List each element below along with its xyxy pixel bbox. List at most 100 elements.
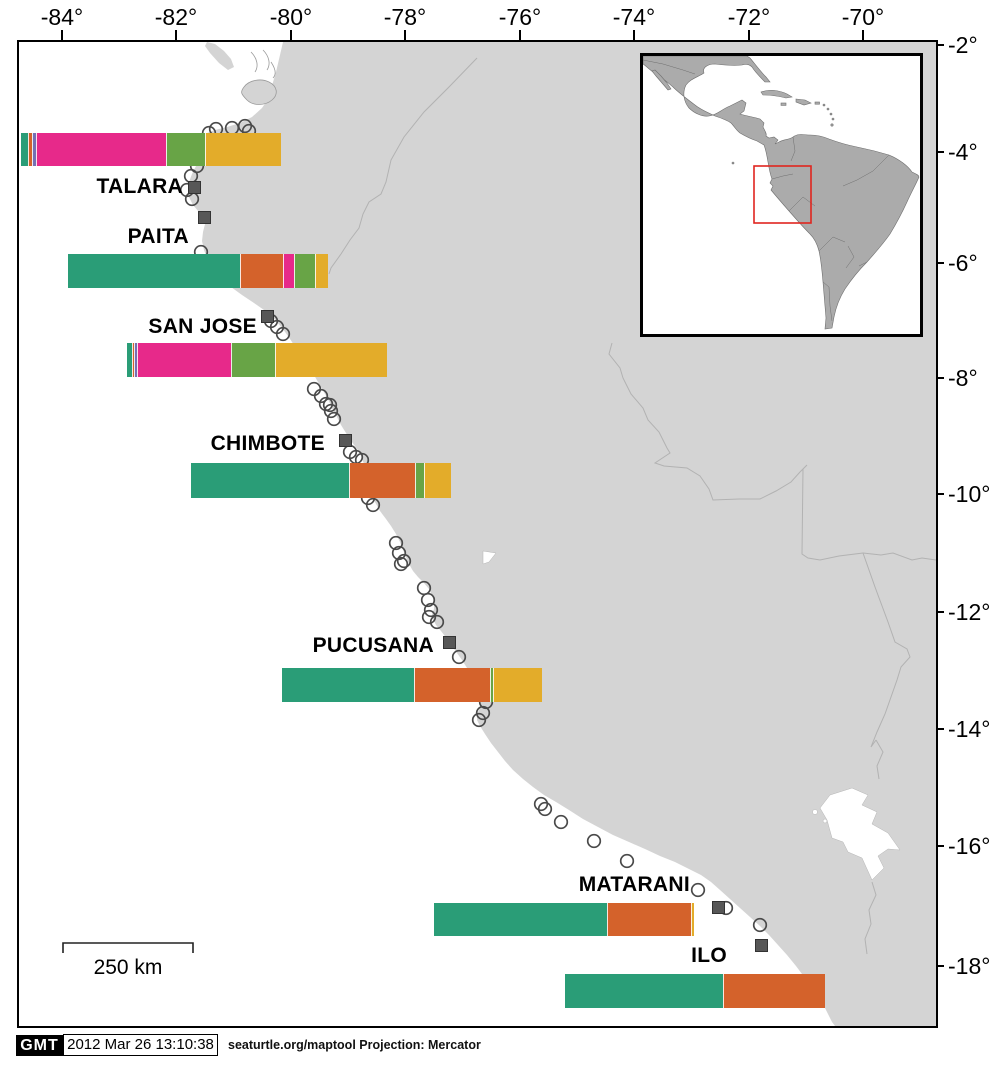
inset-americas bbox=[642, 55, 920, 330]
record-circle bbox=[471, 712, 487, 728]
bar-segment-orange bbox=[132, 343, 134, 377]
axis-tick-right bbox=[936, 377, 944, 379]
bar-segment-orange bbox=[414, 668, 490, 702]
axis-label-longitude: -82° bbox=[154, 4, 198, 30]
jamaica bbox=[780, 102, 787, 106]
port-square-marker bbox=[442, 635, 456, 649]
bar-segment-teal bbox=[565, 974, 723, 1008]
axis-tick-right bbox=[936, 493, 944, 495]
axis-label-latitude: -16° bbox=[948, 833, 991, 859]
record-circle bbox=[421, 609, 437, 625]
axis-label-longitude: -76° bbox=[498, 4, 542, 30]
axis-tick-right bbox=[936, 151, 944, 153]
record-circle bbox=[451, 649, 467, 665]
axis-label-longitude: -70° bbox=[841, 4, 885, 30]
record-circle bbox=[393, 556, 409, 572]
port-label: PAITA bbox=[127, 225, 189, 248]
axis-label-latitude: -10° bbox=[948, 481, 991, 507]
port-bar-talara bbox=[21, 133, 281, 166]
small-lake bbox=[822, 818, 828, 824]
axis-label-latitude: -6° bbox=[948, 250, 978, 276]
bar-segment-teal bbox=[127, 343, 132, 377]
axis-label-longitude: -78° bbox=[383, 4, 427, 30]
small-lake bbox=[812, 809, 818, 815]
record-circle bbox=[313, 388, 329, 404]
axis-tick-right bbox=[936, 845, 944, 847]
axis-label-latitude: -8° bbox=[948, 365, 978, 391]
bar-segment-gold bbox=[275, 343, 387, 377]
record-circle bbox=[391, 545, 407, 561]
bar-segment-gold bbox=[205, 133, 281, 166]
credit-text: seaturtle.org/maptool Projection: Mercat… bbox=[228, 1038, 481, 1052]
axis-tick-top bbox=[633, 30, 635, 40]
record-circle bbox=[690, 882, 706, 898]
gmt-logo: GMT bbox=[16, 1035, 63, 1056]
antilles-island bbox=[822, 103, 826, 107]
bar-segment-gold bbox=[493, 668, 542, 702]
axis-tick-right bbox=[936, 611, 944, 613]
port-bar-paita bbox=[68, 254, 328, 288]
bar-segment-purple bbox=[32, 133, 36, 166]
record-circle bbox=[752, 917, 768, 933]
record-circle bbox=[396, 553, 412, 569]
record-circle bbox=[586, 833, 602, 849]
record-circle bbox=[537, 801, 553, 817]
puerto-rico bbox=[814, 101, 820, 105]
coastal-notch bbox=[482, 550, 497, 565]
axis-tick-right bbox=[936, 262, 944, 264]
axis-tick-right bbox=[936, 44, 944, 46]
scale-bar-label: 250 km bbox=[93, 956, 163, 979]
record-circle-layer bbox=[179, 118, 768, 933]
interior-border-north bbox=[328, 57, 478, 275]
port-bar-chimbote bbox=[191, 463, 451, 498]
main-map: 250 km bbox=[17, 40, 938, 1028]
port-label: SAN JOSE bbox=[148, 315, 257, 338]
axis-label-latitude: -18° bbox=[948, 953, 991, 979]
bar-segment-purple bbox=[134, 343, 137, 377]
antilles-island bbox=[831, 117, 835, 121]
port-bar-san-jose bbox=[127, 343, 387, 377]
axis-label-latitude: -12° bbox=[948, 599, 991, 625]
port-bar-pucusana bbox=[282, 668, 542, 702]
bar-segment-green bbox=[294, 254, 315, 288]
bar-segment-orange bbox=[349, 463, 415, 498]
port-label: TALARA bbox=[96, 175, 183, 198]
record-circle bbox=[306, 381, 322, 397]
bar-segment-orange bbox=[28, 133, 32, 166]
record-circle bbox=[416, 580, 432, 596]
antilles-island bbox=[830, 123, 834, 127]
guayaquil-peninsula bbox=[205, 42, 234, 70]
interior-border-southeast bbox=[862, 552, 911, 955]
bar-segment-teal bbox=[191, 463, 349, 498]
axis-tick-top bbox=[404, 30, 406, 40]
cuba bbox=[760, 89, 793, 99]
axis-tick-right bbox=[936, 728, 944, 730]
port-square-marker bbox=[187, 180, 201, 194]
port-label: MATARANI bbox=[578, 873, 690, 896]
record-circle bbox=[619, 853, 635, 869]
bar-segment-teal bbox=[434, 903, 607, 936]
axis-tick-top bbox=[519, 30, 521, 40]
bar-segment-magenta bbox=[283, 254, 294, 288]
bar-segment-green bbox=[490, 668, 493, 702]
axis-label-longitude: -84° bbox=[40, 4, 84, 30]
port-label: PUCUSANA bbox=[312, 634, 434, 657]
record-circle bbox=[326, 411, 342, 427]
bar-segment-gold bbox=[315, 254, 328, 288]
axis-tick-top bbox=[290, 30, 292, 40]
record-circle bbox=[365, 497, 381, 513]
axis-tick-top bbox=[748, 30, 750, 40]
port-square-marker bbox=[754, 938, 768, 952]
americas-landmass bbox=[642, 55, 920, 330]
estuary-channels bbox=[250, 49, 276, 79]
port-label: ILO bbox=[691, 944, 727, 967]
bar-segment-gold bbox=[691, 903, 694, 936]
bar-segment-teal bbox=[282, 668, 414, 702]
bar-segment-orange bbox=[723, 974, 825, 1008]
port-square-marker bbox=[197, 210, 211, 224]
axis-tick-right bbox=[936, 965, 944, 967]
baja-california bbox=[651, 69, 672, 91]
antilles-island bbox=[829, 112, 833, 116]
axis-label-latitude: -2° bbox=[948, 32, 978, 58]
bar-segment-teal bbox=[68, 254, 240, 288]
